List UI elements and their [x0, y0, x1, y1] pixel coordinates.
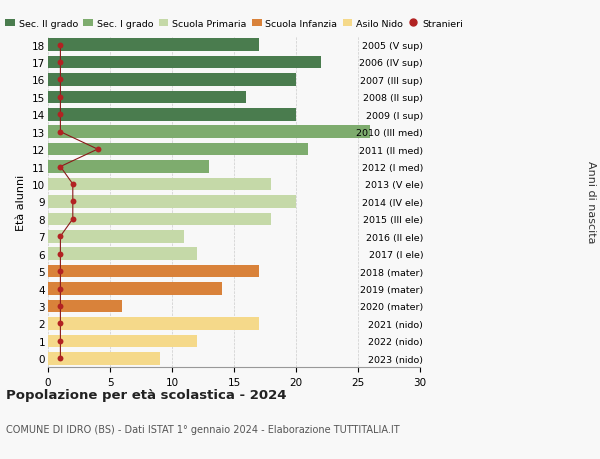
Bar [48, 352, 160, 365]
Point [56, 251, 65, 258]
Point [56, 112, 65, 119]
Bar [48, 56, 321, 69]
Bar [48, 74, 296, 86]
Legend: Sec. II grado, Sec. I grado, Scuola Primaria, Scuola Infanzia, Asilo Nido, Stran: Sec. II grado, Sec. I grado, Scuola Prim… [5, 20, 463, 29]
Bar [48, 318, 259, 330]
Bar [48, 283, 221, 295]
Point [56, 59, 65, 67]
Text: Anni di nascita: Anni di nascita [586, 161, 596, 243]
Point [56, 337, 65, 345]
Bar [48, 248, 197, 260]
Point [68, 198, 77, 206]
Text: Popolazione per età scolastica - 2024: Popolazione per età scolastica - 2024 [6, 388, 287, 401]
Bar [48, 265, 259, 278]
Point [56, 268, 65, 275]
Point [56, 320, 65, 327]
Bar [48, 196, 296, 208]
Bar [48, 300, 122, 313]
Point [56, 77, 65, 84]
Point [93, 146, 103, 153]
Point [56, 355, 65, 362]
Y-axis label: Età alunni: Età alunni [16, 174, 26, 230]
Bar [48, 178, 271, 191]
Point [56, 233, 65, 241]
Point [56, 302, 65, 310]
Bar [48, 144, 308, 156]
Bar [48, 126, 370, 139]
Point [56, 129, 65, 136]
Point [56, 42, 65, 49]
Bar [48, 230, 184, 243]
Point [56, 163, 65, 171]
Point [68, 181, 77, 188]
Bar [48, 91, 247, 104]
Point [56, 285, 65, 292]
Point [56, 94, 65, 101]
Bar [48, 213, 271, 226]
Bar [48, 39, 259, 52]
Text: COMUNE DI IDRO (BS) - Dati ISTAT 1° gennaio 2024 - Elaborazione TUTTITALIA.IT: COMUNE DI IDRO (BS) - Dati ISTAT 1° genn… [6, 425, 400, 435]
Bar [48, 335, 197, 347]
Bar [48, 109, 296, 121]
Point [68, 216, 77, 223]
Bar [48, 161, 209, 174]
